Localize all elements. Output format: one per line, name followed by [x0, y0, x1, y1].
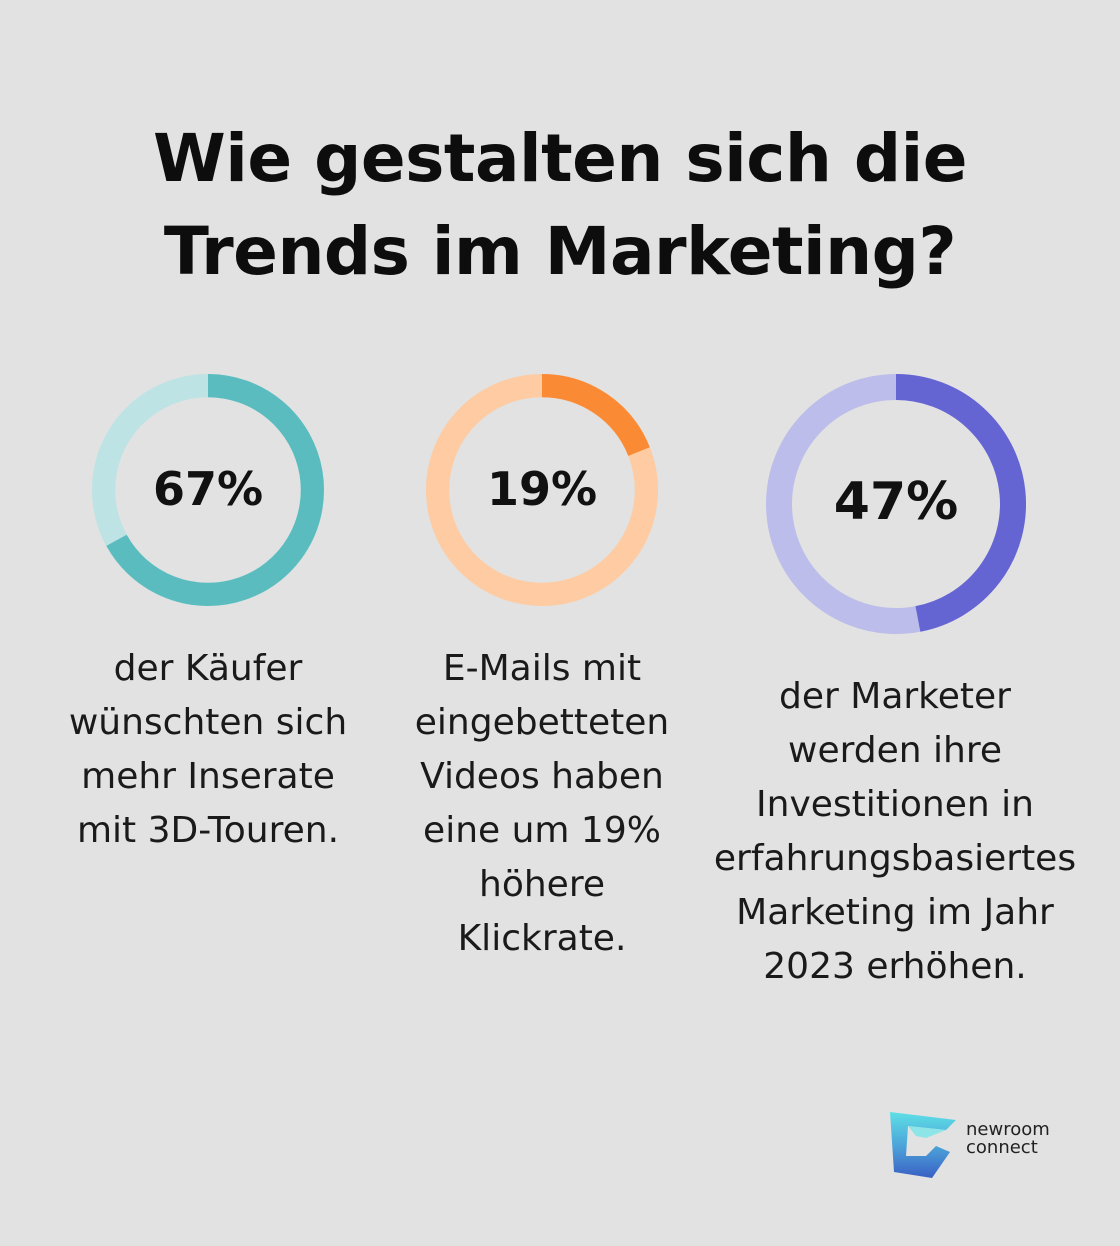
stat-card-buyers: 67%: [91, 373, 325, 607]
caption-line: mit 3D-Touren.: [76, 810, 340, 851]
title-line-1: Wie gestalten sich die: [152, 120, 968, 197]
caption-line: werden ihre: [788, 730, 1002, 771]
stat-percent: 47%: [833, 472, 959, 532]
caption-line: E-Mails mit: [442, 648, 642, 689]
caption-line: erfahrungsbasiertes: [713, 838, 1077, 879]
caption-line: eingebetteten: [414, 702, 670, 743]
donut-value-arc: [895, 374, 1026, 632]
caption-line: der Marketer: [779, 676, 1011, 717]
stat-caption-emails: E-Mails mit eingebetteten Videos haben e…: [352, 642, 732, 966]
donut-chart-marketers: [766, 374, 1026, 634]
newroom-connect-logo-icon: [890, 1112, 956, 1178]
donut-value-arc: [106, 374, 324, 606]
donut-value-arc: [541, 374, 650, 457]
stat-card-emails: 19%: [425, 373, 659, 607]
stat-percent: 19%: [486, 462, 598, 516]
title-line-2: Trends im Marketing?: [163, 213, 957, 290]
caption-line: Videos haben: [420, 756, 664, 797]
caption-line: 2023 erhöhen.: [763, 946, 1027, 987]
logo-text-line-1: newroom: [966, 1119, 1050, 1140]
caption-line: Klickrate.: [457, 918, 627, 959]
brand-logo: newroom connect: [886, 1108, 1066, 1184]
page-title: Wie gestalten sich die Trends im Marketi…: [0, 112, 1120, 298]
stat-caption-marketers: der Marketer werden ihre Investitionen i…: [700, 670, 1090, 994]
caption-line: eine um 19%: [423, 810, 661, 851]
caption-line: der Käufer: [113, 648, 303, 689]
logo-text-line-2: connect: [966, 1137, 1038, 1158]
stat-percent: 67%: [152, 462, 264, 516]
stat-card-marketers: 47%: [766, 374, 1026, 634]
donut-chart-buyers: [91, 373, 325, 607]
donut-chart-emails: [425, 373, 659, 607]
caption-line: Marketing im Jahr: [736, 892, 1054, 933]
caption-line: wünschten sich: [68, 702, 348, 743]
caption-line: Investitionen in: [756, 784, 1034, 825]
caption-line: mehr Inserate: [81, 756, 335, 797]
caption-line: höhere: [479, 864, 605, 905]
stat-caption-buyers: der Käufer wünschten sich mehr Inserate …: [18, 642, 398, 858]
